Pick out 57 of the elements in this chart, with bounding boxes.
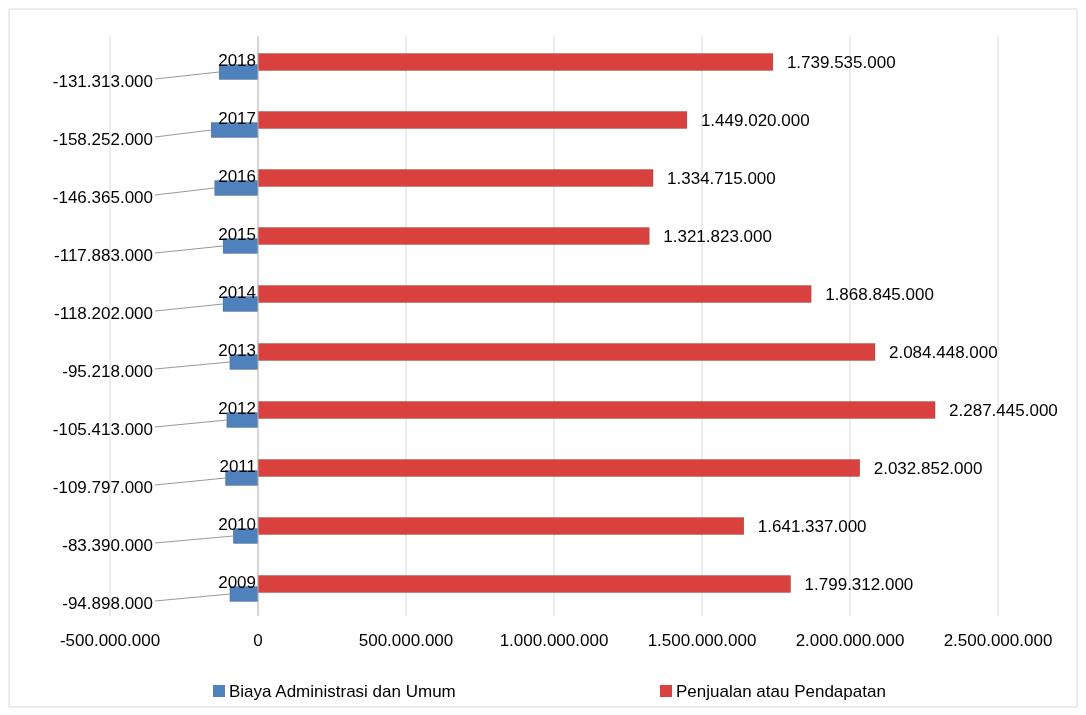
- x-tick-label: -500.000.000: [59, 630, 161, 650]
- data-label: -83.390.000: [62, 535, 153, 555]
- bar: [214, 180, 259, 196]
- data-label: -131.313.000: [52, 71, 153, 91]
- legend-label: Biaya Administrasi dan Umum: [229, 681, 456, 701]
- x-tick-label: 500.000.000: [358, 630, 454, 650]
- x-tick-label: 2.000.000.000: [795, 630, 905, 650]
- bar: [222, 238, 259, 254]
- bar: [257, 517, 745, 535]
- y-tick-label: 2018: [218, 50, 256, 70]
- bar: [257, 285, 812, 303]
- data-label: -118.202.000: [54, 303, 153, 323]
- data-label: -105.413.000: [52, 419, 153, 439]
- y-tick-label: 2009: [218, 572, 256, 592]
- bar: [257, 111, 688, 129]
- bar: [226, 412, 259, 428]
- bar: [257, 575, 791, 593]
- x-tick-label: 1.000.000.000: [499, 630, 609, 650]
- data-label: 2.032.852.000: [873, 458, 983, 478]
- bar: [257, 53, 774, 71]
- data-label: -158.252.000: [52, 129, 153, 149]
- data-label: 1.799.312.000: [804, 574, 914, 594]
- y-tick-label: 2010: [218, 514, 256, 534]
- y-tick-label: 2011: [219, 456, 256, 476]
- data-label: -94.898.000: [62, 593, 153, 613]
- x-tick-label: 0: [253, 630, 263, 650]
- data-label: 1.739.535.000: [786, 52, 896, 72]
- y-tick-label: 2016: [218, 166, 256, 186]
- bar: [210, 122, 259, 138]
- data-label: -146.365.000: [52, 187, 153, 207]
- data-label: 1.321.823.000: [663, 226, 772, 246]
- bar: [257, 459, 860, 477]
- data-label: 2.287.445.000: [949, 400, 1058, 420]
- x-tick-label: 1.500.000.000: [647, 630, 757, 650]
- bar: [229, 586, 259, 602]
- bar: [257, 169, 654, 187]
- bar: [257, 401, 936, 419]
- data-label: -109.797.000: [52, 477, 153, 497]
- y-tick-label: 2012: [218, 398, 256, 418]
- data-label: 1.868.845.000: [825, 284, 934, 304]
- data-label: -117.883.000: [54, 245, 153, 265]
- data-label: 1.449.020.000: [700, 110, 810, 130]
- data-label: -95.218.000: [62, 361, 153, 381]
- data-label: 1.334.715.000: [667, 168, 776, 188]
- bar: [257, 227, 650, 245]
- data-label: 2.084.448.000: [889, 342, 998, 362]
- y-tick-label: 2013: [218, 340, 256, 360]
- legend-label: Penjualan atau Pendapatan: [676, 681, 886, 701]
- bar: [218, 64, 259, 80]
- bar: [229, 354, 259, 370]
- bar: [222, 296, 259, 312]
- data-label: 1.641.337.000: [757, 516, 867, 536]
- y-tick-label: 2014: [218, 282, 256, 302]
- x-tick-label: 2.500.000.000: [943, 630, 1053, 650]
- y-tick-label: 2017: [218, 108, 256, 128]
- bar: [257, 343, 876, 361]
- y-tick-label: 2015: [218, 224, 256, 244]
